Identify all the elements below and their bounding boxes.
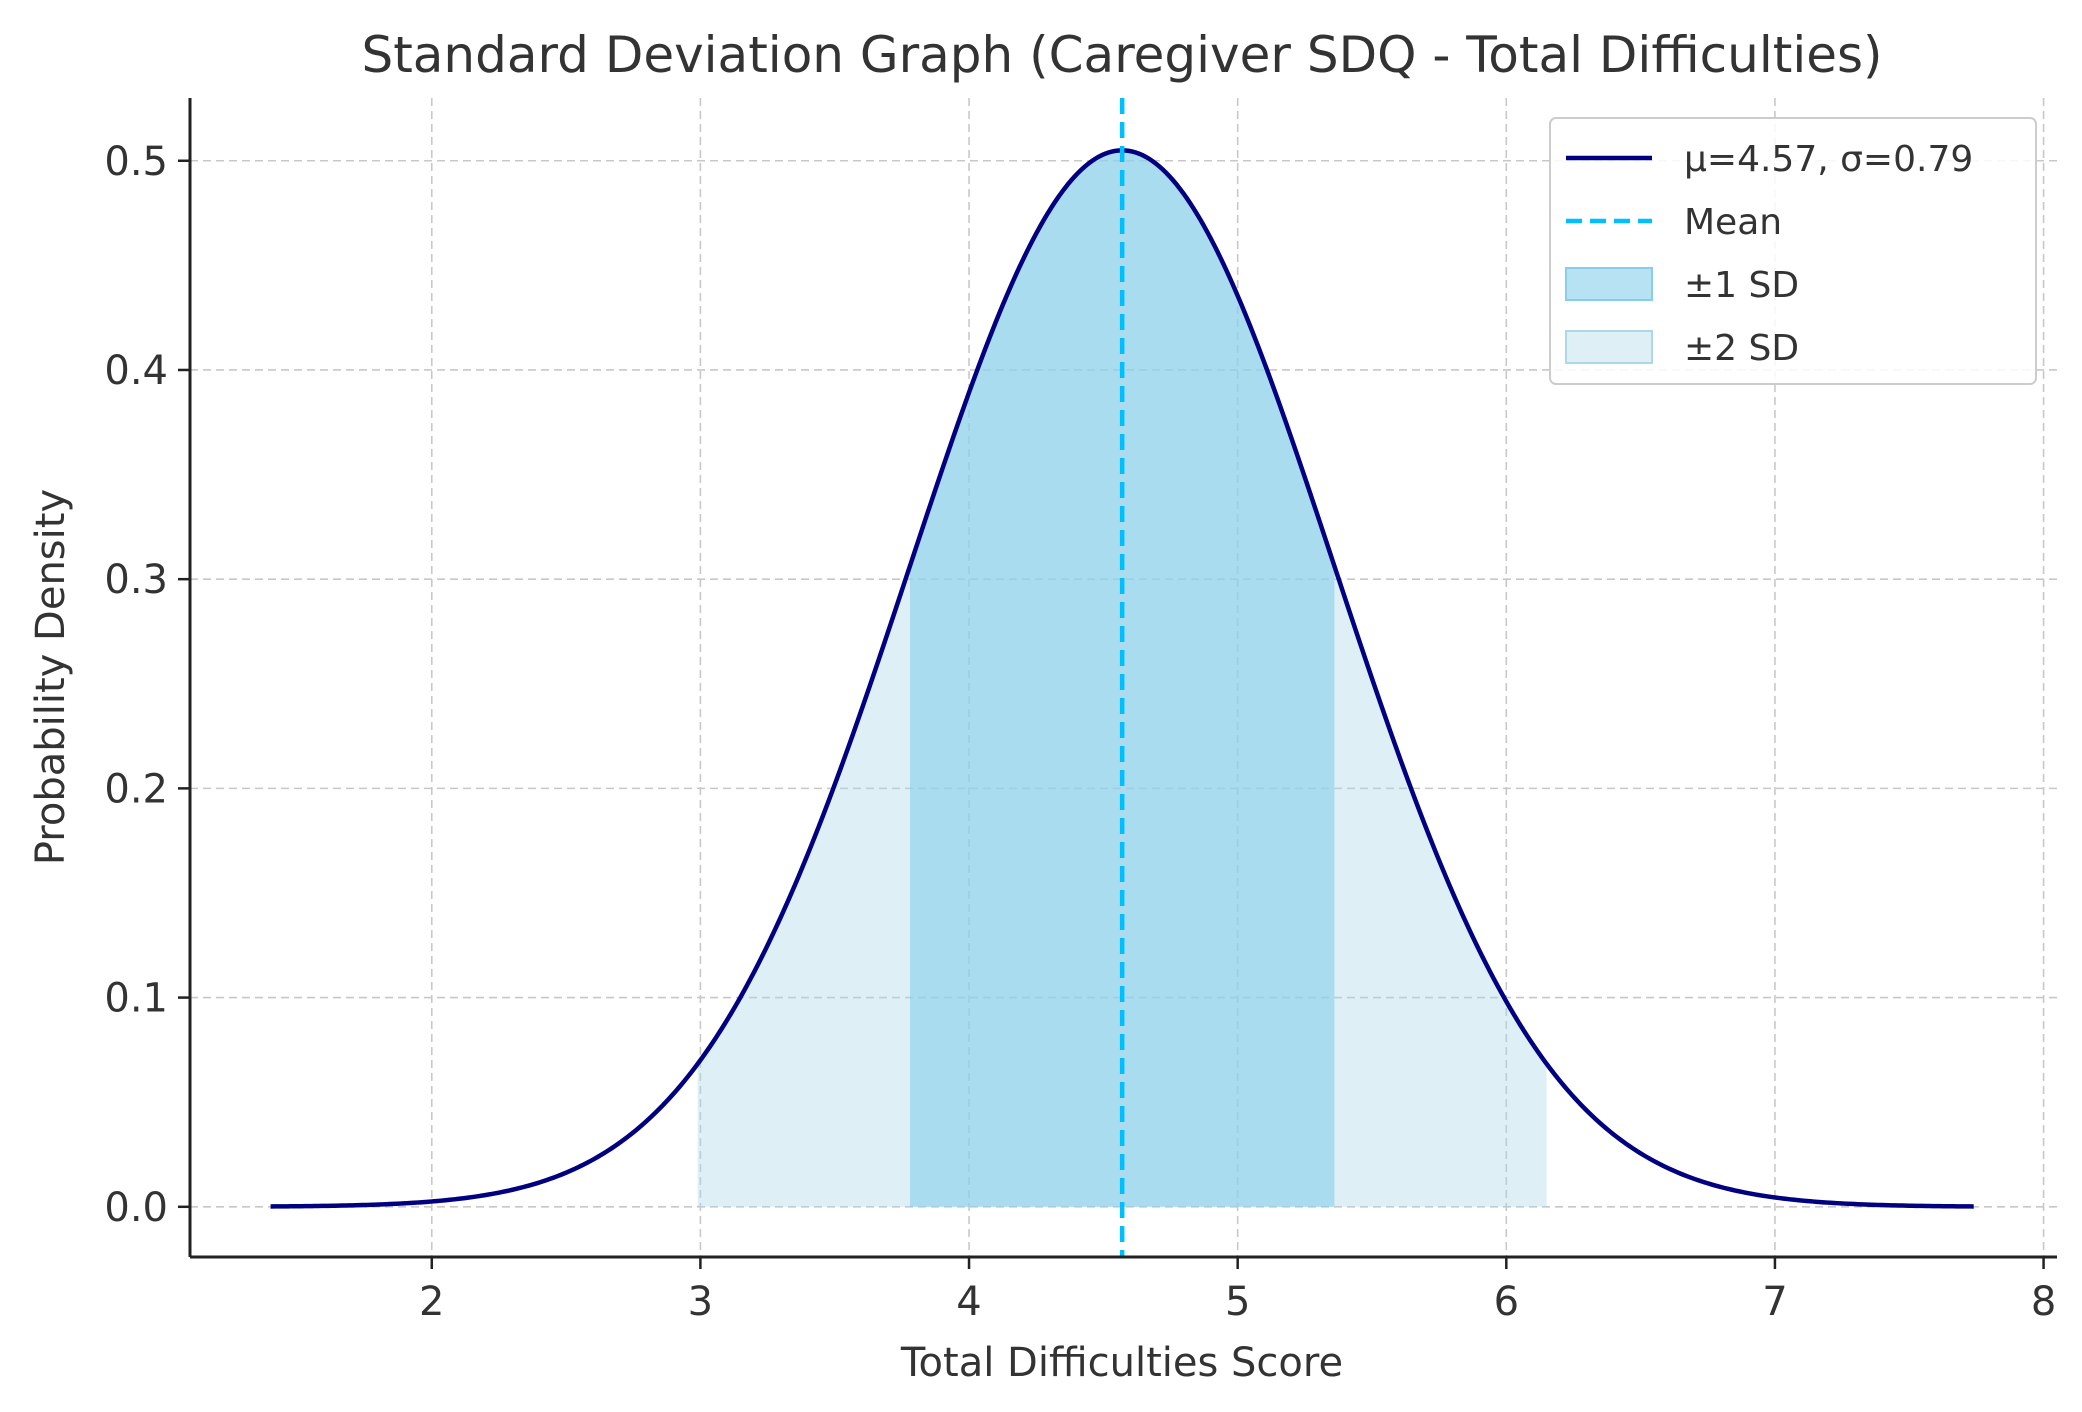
x-ticks: 2 3 4 5 6 7 8 [419,1257,2056,1325]
y-tick-label: 0.4 [104,348,168,394]
x-axis-label: Total Difficulties Score [900,1340,1343,1386]
legend-box [1549,117,2037,385]
x-tick-label: 3 [688,1279,713,1325]
legend-label: Mean [1684,202,1782,243]
y-axis-label: Probability Density [28,489,74,865]
y-tick-label: 0.0 [104,1185,168,1231]
legend-label: μ=4.57, σ=0.79 [1684,139,1973,180]
axes [188,98,2057,1259]
y-tick-label: 0.1 [104,976,168,1022]
x-tick-label: 2 [419,1279,444,1325]
x-tick-label: 4 [956,1279,981,1325]
y-ticks: 0.0 0.1 0.2 0.3 0.4 0.5 [104,139,190,1231]
y-tick-label: 0.2 [104,766,168,812]
legend-swatch [1565,330,1653,364]
legend-label: ±2 SD [1684,328,1799,369]
y-tick-label: 0.5 [104,139,168,185]
legend: μ=4.57, σ=0.79 Mean ±1 SD ±2 SD [1549,117,2037,385]
x-tick-label: 6 [1494,1279,1519,1325]
x-tick-label: 5 [1225,1279,1250,1325]
y-tick-label: 0.3 [104,557,168,603]
chart-title: Standard Deviation Graph (Caregiver SDQ … [361,26,1882,84]
legend-label: ±1 SD [1684,265,1799,306]
legend-swatch [1565,267,1653,301]
x-tick-label: 8 [2031,1279,2056,1325]
x-tick-label: 7 [1762,1279,1787,1325]
